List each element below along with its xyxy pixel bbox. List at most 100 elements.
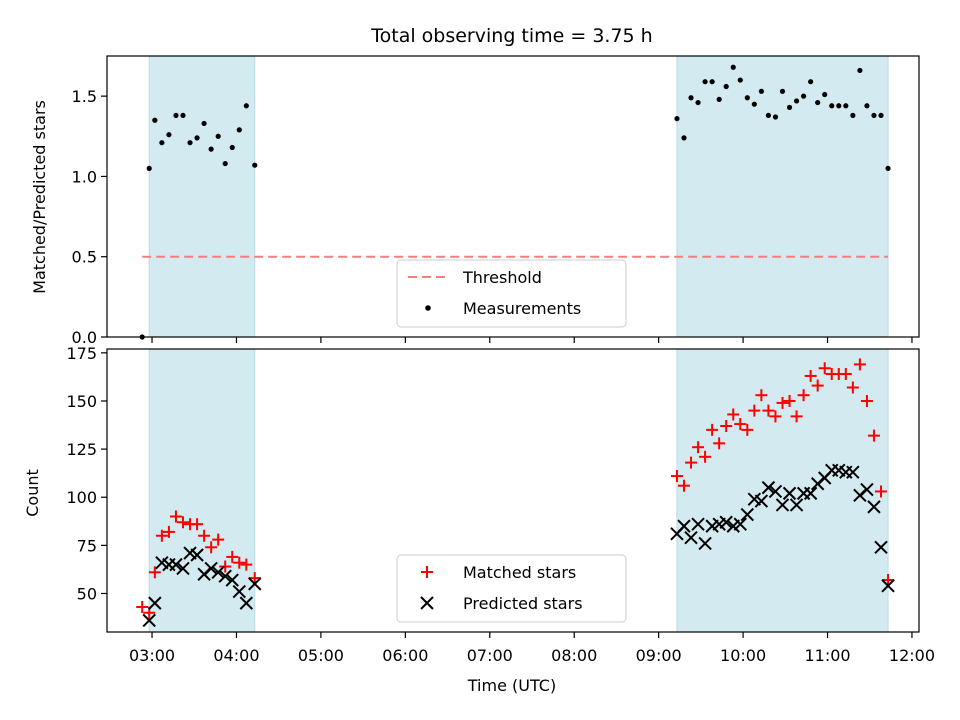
- bottom-x-tick-label: 04:00: [213, 646, 259, 665]
- measurement-point: [730, 64, 736, 70]
- bottom-y-tick-label: 150: [66, 392, 97, 411]
- matched-star-point: [212, 533, 225, 546]
- measurement-point: [180, 112, 186, 119]
- measurement-point: [744, 95, 750, 101]
- bottom-x-tick-label: 09:00: [636, 646, 682, 665]
- measurement-point: [822, 91, 828, 98]
- measurement-point: [709, 79, 715, 85]
- measurement-point: [194, 135, 200, 141]
- matched-star-point: [240, 558, 253, 571]
- legend-measurements-swatch: [425, 305, 431, 311]
- matched-star-point: [860, 394, 873, 407]
- legend-predicted-swatch: [420, 596, 434, 610]
- predicted-star-point: [169, 557, 183, 572]
- measurement-point: [229, 144, 235, 151]
- matched-star-point: [692, 441, 705, 454]
- matched-star-point: [176, 516, 189, 529]
- matched-star-point: [882, 574, 895, 587]
- measurement-point: [173, 112, 179, 119]
- matched-star-point: [783, 394, 796, 407]
- bottom-x-tick-label: 03:00: [129, 646, 175, 665]
- measurement-point: [187, 140, 193, 146]
- matched-star-point: [846, 381, 859, 394]
- bottom-axes-frame: [106, 348, 920, 633]
- matched-star-point: [169, 510, 182, 523]
- bottom-y-tick-label: 100: [66, 488, 97, 507]
- bottom-y-tick-label: 175: [66, 344, 97, 363]
- measurement-point: [737, 77, 743, 83]
- predicted-star-point: [204, 561, 218, 576]
- measurement-point: [765, 112, 772, 119]
- matched-star-point: [790, 410, 803, 423]
- predicted-star-point: [740, 507, 755, 522]
- top-y-axis-label: Matched/Predicted stars: [30, 100, 49, 294]
- matched-star-point: [685, 456, 698, 469]
- matched-star-point: [748, 404, 761, 417]
- predicted-star-point: [874, 540, 888, 554]
- measurement-point: [681, 135, 687, 141]
- bottom-legend-box: [396, 554, 627, 623]
- measurement-point: [864, 103, 870, 109]
- bottom-x-tick-label: 12:00: [889, 646, 935, 665]
- measurement-point: [222, 160, 228, 167]
- measurement-point: [674, 116, 680, 122]
- bottom-x-tick-label: 07:00: [467, 646, 513, 665]
- predicted-star-point: [803, 486, 818, 501]
- predicted-star-point: [761, 480, 776, 495]
- measurement-point: [836, 103, 842, 109]
- bottom-y-tick-label: 50: [77, 584, 97, 603]
- matched-star-point: [233, 556, 246, 569]
- legend-matched-label: Matched stars: [463, 563, 576, 582]
- matched-star-point: [762, 404, 775, 417]
- matched-star-point: [804, 369, 817, 382]
- matched-star-point: [734, 418, 747, 431]
- top-observing-window-2: [676, 55, 889, 338]
- bottom-y-axis-ticks: 50 75 100 125 150 175: [66, 344, 107, 603]
- bottom-x-tick-label: 06:00: [382, 646, 428, 665]
- top-x-axis-ticks: [151, 337, 913, 343]
- top-legend: Threshold Measurements: [396, 259, 627, 328]
- measurement-point: [243, 103, 249, 109]
- predicted-star-point: [190, 548, 204, 562]
- predicted-star-point: [754, 494, 769, 508]
- measurement-point: [236, 127, 242, 133]
- predicted-star-point: [698, 536, 712, 551]
- predicted-star-point: [148, 596, 162, 610]
- matched-star-point: [727, 408, 740, 421]
- x-axis-label: Time (UTC): [467, 676, 556, 695]
- legend-matched-swatch: [421, 566, 433, 578]
- measurement-point: [159, 140, 165, 146]
- predicted-star-point: [142, 613, 156, 628]
- top-axes-frame: [106, 55, 920, 338]
- matched-star-point: [706, 423, 719, 436]
- bottom-x-tick-label: 10:00: [720, 646, 766, 665]
- measurement-point: [878, 112, 884, 119]
- matched-star-point: [148, 566, 161, 579]
- matched-star-point: [720, 420, 733, 433]
- matched-star-point: [713, 437, 726, 450]
- bottom-observing-windows: [148, 348, 889, 633]
- measurement-point: [688, 95, 694, 101]
- matched-star-point: [741, 423, 754, 436]
- predicted-star-point: [782, 486, 797, 501]
- predicted-star-point: [232, 584, 246, 599]
- predicted-star-point: [768, 484, 783, 499]
- bottom-y-tick-label: 125: [66, 440, 97, 459]
- measurement-point: [252, 162, 258, 168]
- bottom-observing-window-2: [676, 348, 889, 633]
- matched-star-point: [755, 389, 768, 402]
- predicted-star-point: [846, 465, 860, 479]
- bottom-y-axis-label: Count: [23, 469, 42, 517]
- matched-star-point: [811, 379, 824, 392]
- bottom-x-tick-label: 11:00: [804, 646, 850, 665]
- chart-title: Total observing time = 3.75 h: [370, 25, 652, 47]
- measurement-point: [857, 67, 863, 74]
- measurement-point: [801, 93, 807, 99]
- measurement-point: [793, 98, 800, 104]
- measurement-point: [758, 88, 764, 94]
- predicted-star-point: [211, 565, 225, 580]
- matched-star-point: [867, 429, 880, 442]
- predicted-star-point: [218, 569, 232, 583]
- predicted-star-point: [684, 530, 698, 545]
